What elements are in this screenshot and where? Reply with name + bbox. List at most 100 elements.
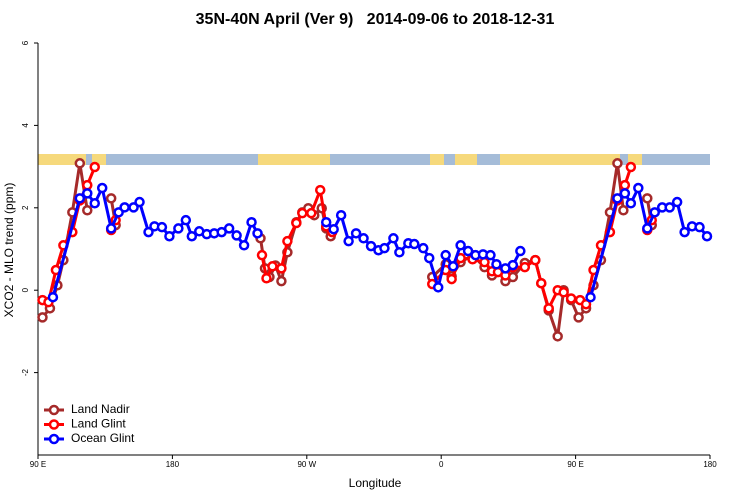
point — [612, 158, 623, 169]
point — [446, 273, 457, 285]
point — [432, 282, 444, 293]
point — [649, 207, 660, 218]
point — [82, 188, 93, 199]
point — [173, 223, 184, 234]
legend-marker — [48, 419, 60, 430]
point — [625, 161, 637, 173]
land-strip — [455, 154, 477, 165]
point — [619, 188, 631, 199]
land-strip — [38, 154, 86, 165]
point — [186, 230, 198, 242]
point — [462, 245, 474, 257]
land-strip — [92, 154, 106, 165]
x-tick-label: 90 E — [30, 460, 46, 469]
point — [612, 193, 623, 204]
point — [573, 312, 584, 323]
point — [276, 275, 287, 287]
point — [320, 216, 332, 228]
point — [82, 179, 93, 191]
chart-title: 35N-40N April (Ver 9) 2014-09-06 to 2018… — [196, 11, 555, 28]
y-axis-label: XCO2 - MLO trend (ppm) — [2, 183, 16, 318]
point — [679, 226, 690, 238]
point — [379, 242, 390, 254]
point — [256, 249, 268, 261]
point — [267, 261, 278, 272]
point — [558, 287, 569, 298]
point — [297, 207, 308, 219]
point — [447, 261, 459, 272]
legend-label: Ocean Glint — [71, 431, 135, 445]
point — [291, 217, 302, 229]
point — [180, 214, 192, 226]
x-axis-label: Longitude — [349, 476, 402, 490]
point — [328, 223, 339, 235]
point — [552, 331, 563, 342]
point — [143, 226, 154, 238]
point — [424, 252, 435, 264]
point — [261, 273, 272, 284]
legend-label: Land Glint — [71, 417, 126, 431]
point — [701, 230, 713, 242]
point — [276, 263, 287, 274]
point — [388, 233, 399, 244]
point — [96, 182, 108, 194]
point — [543, 303, 554, 314]
point — [252, 228, 263, 239]
point — [231, 230, 242, 241]
point — [671, 196, 683, 208]
point — [358, 233, 369, 244]
point — [246, 216, 257, 228]
point — [519, 261, 531, 273]
y-tick-label: 6 — [21, 40, 30, 45]
point — [134, 196, 145, 208]
land-strip — [258, 154, 330, 165]
surface-strip — [38, 154, 710, 165]
point — [619, 179, 631, 191]
point — [491, 258, 502, 270]
point — [515, 245, 526, 257]
point — [282, 235, 293, 247]
point — [507, 259, 519, 271]
legend-label: Land Nadir — [71, 402, 130, 416]
point — [47, 291, 59, 303]
point — [394, 247, 405, 258]
point — [238, 240, 250, 251]
x-tick-label: 180 — [703, 460, 717, 469]
point — [156, 221, 168, 233]
point — [642, 193, 653, 204]
point — [440, 249, 451, 261]
land-strip — [430, 154, 444, 165]
point — [164, 230, 175, 242]
land-strip — [628, 154, 642, 165]
x-tick-label: 90 W — [297, 460, 316, 469]
point — [485, 249, 496, 261]
point — [625, 198, 637, 209]
point — [105, 223, 117, 234]
point — [37, 312, 48, 323]
point — [119, 202, 130, 213]
point — [223, 223, 235, 234]
land-strip — [500, 154, 620, 165]
point — [365, 240, 377, 252]
point — [350, 228, 362, 239]
x-tick-label: 180 — [166, 460, 180, 469]
x-tick-label: 90 E — [567, 460, 583, 469]
point — [455, 240, 466, 251]
y-tick-label: -2 — [21, 368, 30, 376]
point — [642, 223, 653, 234]
point — [585, 291, 596, 303]
point — [314, 184, 326, 196]
point — [664, 202, 675, 213]
point — [105, 193, 117, 204]
point — [89, 161, 100, 173]
legend-marker — [48, 433, 60, 445]
point — [580, 298, 592, 310]
x-tick-label: 0 — [439, 460, 444, 469]
y-tick-label: 2 — [21, 205, 30, 210]
y-tick-label: 4 — [21, 123, 30, 128]
point — [694, 221, 705, 233]
ocean-strip — [38, 154, 710, 165]
point — [618, 205, 629, 216]
point — [409, 238, 420, 250]
point — [74, 158, 86, 169]
